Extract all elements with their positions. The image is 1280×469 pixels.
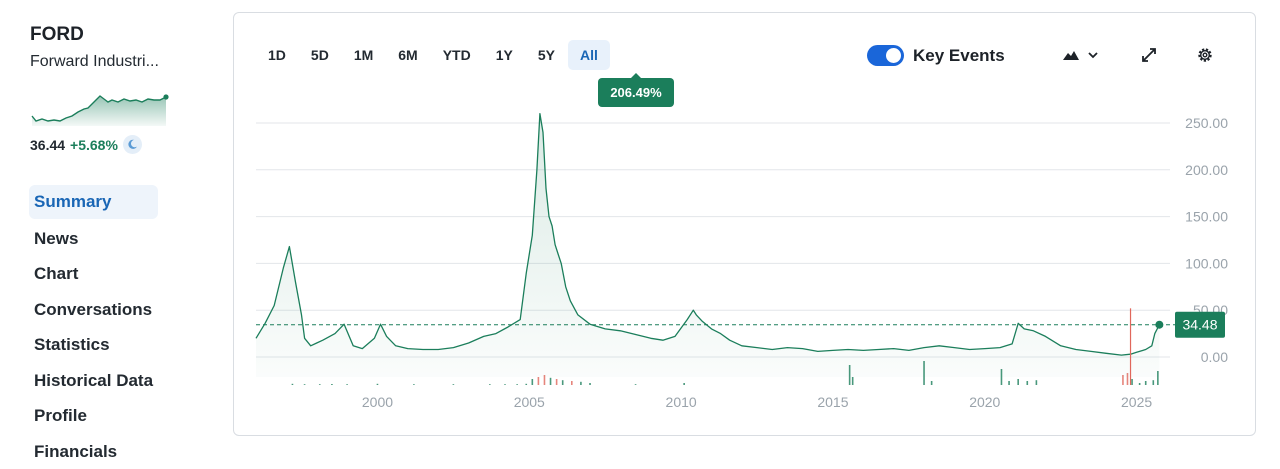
gear-icon — [1196, 46, 1214, 64]
settings-button[interactable] — [1196, 44, 1214, 66]
key-events-label: Key Events — [913, 46, 1005, 66]
mountain-chart-icon — [1062, 48, 1080, 62]
quote-nav: Summary News Chart Conversations Statist… — [29, 185, 158, 469]
last-price: 36.44 — [30, 137, 65, 153]
range-1m[interactable]: 1M — [342, 40, 385, 70]
range-ytd[interactable]: YTD — [431, 40, 483, 70]
nav-summary[interactable]: Summary — [29, 185, 158, 219]
range-1y[interactable]: 1Y — [484, 40, 525, 70]
sparkline-chart[interactable] — [30, 90, 170, 130]
nav-statistics[interactable]: Statistics — [29, 327, 158, 363]
quote-sidebar: FORD Forward Industri... 36.44 +5.68% Su… — [0, 0, 220, 453]
key-events-toggle[interactable] — [867, 45, 904, 66]
range-5y[interactable]: 5Y — [526, 40, 567, 70]
expand-icon — [1140, 46, 1158, 64]
range-1d[interactable]: 1D — [256, 40, 298, 70]
nav-conversations[interactable]: Conversations — [29, 292, 158, 328]
company-name: Forward Industri... — [30, 53, 159, 71]
nav-news[interactable]: News — [29, 221, 158, 257]
chart-type-dropdown[interactable] — [1062, 44, 1100, 66]
price-box: 36.44 +5.68% — [30, 135, 142, 154]
range-5d[interactable]: 5D — [299, 40, 341, 70]
chevron-down-icon — [1086, 48, 1100, 62]
nav-profile[interactable]: Profile — [29, 398, 158, 434]
range-selector: 1D 5D 1M 6M YTD 1Y 5Y All — [256, 40, 611, 70]
range-all[interactable]: All — [568, 40, 610, 70]
nav-financials[interactable]: Financials — [29, 434, 158, 469]
nav-chart[interactable]: Chart — [29, 256, 158, 292]
range-return-tooltip: 206.49% — [598, 78, 674, 107]
ticker-symbol: FORD — [30, 24, 84, 46]
fullscreen-button[interactable] — [1140, 44, 1158, 66]
sparkline-last-dot — [163, 94, 168, 99]
nav-historical-data[interactable]: Historical Data — [29, 363, 158, 399]
range-6m[interactable]: 6M — [386, 40, 429, 70]
toggle-knob — [886, 48, 901, 63]
chart-panel — [233, 12, 1256, 436]
moon-icon — [123, 135, 142, 154]
price-change: +5.68% — [70, 137, 118, 153]
